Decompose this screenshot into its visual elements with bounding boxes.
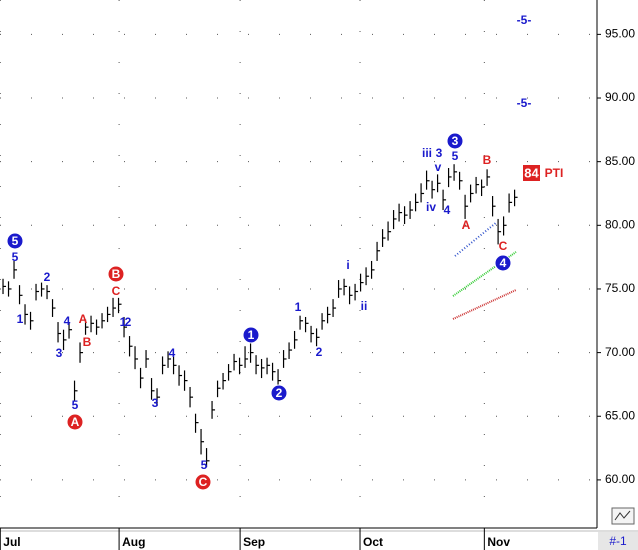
wave-badge-label: 2 [276, 386, 283, 400]
wave-label: 3 [152, 396, 159, 410]
y-tick-label: 90.00 [605, 90, 635, 104]
wave-label: -5- [517, 96, 532, 110]
wave-label: A [79, 312, 88, 326]
wave-badge-label: B [112, 267, 121, 281]
wave-label: C [112, 284, 121, 298]
blue-channel-line [454, 221, 498, 257]
wave-label: i [346, 258, 349, 272]
y-tick-label: 95.00 [605, 27, 635, 41]
x-tick-label: Nov [487, 535, 510, 549]
wave-label: 4 [64, 314, 71, 328]
wave-label: 2 [44, 270, 51, 284]
wave-badge [494, 254, 512, 272]
wave-badge [194, 473, 212, 491]
wave-label: iv [426, 200, 436, 214]
wave-label: 1 [17, 312, 24, 326]
wave-label: C [499, 239, 508, 253]
wave-label: ii [361, 299, 368, 313]
wave-label: 5 [201, 458, 208, 472]
wave-label: 1 [120, 315, 127, 329]
wave-label: B [483, 153, 492, 167]
wave-label: 4 [444, 203, 451, 217]
y-tick-label: 70.00 [605, 345, 635, 359]
pti-badge [523, 165, 540, 181]
wave-badge [107, 265, 125, 283]
wave-label: 2 [316, 345, 323, 359]
wave-label: B [83, 335, 92, 349]
wave-badge [66, 413, 84, 431]
wave-label: 1 [295, 300, 302, 314]
wave-badge-label: A [71, 415, 80, 429]
wave-label: 3 [436, 146, 443, 160]
red-channel-line [452, 289, 517, 320]
y-tick-label: 80.00 [605, 217, 635, 231]
y-tick-label: 65.00 [605, 408, 635, 422]
x-tick-label: Jul [3, 535, 20, 549]
y-tick-label: 75.00 [605, 281, 635, 295]
corner-box [598, 532, 638, 550]
wave-label: A [462, 218, 471, 232]
wave-label: 5 [72, 398, 79, 412]
wave-badge-label: 5 [12, 234, 19, 248]
wave-label: 5 [452, 149, 459, 163]
corner-label: #-1 [609, 534, 627, 548]
wave-badge [446, 132, 464, 150]
wave-badge [242, 326, 260, 344]
wave-label: v [435, 160, 442, 174]
icon-glyph [614, 510, 631, 521]
y-tick-label: 60.00 [605, 472, 635, 486]
y-tick-label: 85.00 [605, 154, 635, 168]
x-tick-label: Aug [122, 535, 145, 549]
wave-label: -5- [517, 13, 532, 27]
wave-label: PTI [545, 166, 564, 180]
wave-label: 2 [125, 315, 132, 329]
wave-label: 5 [12, 250, 19, 264]
pti-value: 84 [524, 165, 539, 180]
wave-badge-label: 4 [500, 256, 507, 270]
wave-badge [270, 384, 288, 402]
wave-label: 3 [56, 346, 63, 360]
wave-badge-label: C [199, 475, 208, 489]
x-tick-label: Sep [243, 535, 265, 549]
wave-badge-label: 3 [452, 134, 459, 148]
wave-label: iii [422, 146, 432, 160]
wave-badge [6, 232, 24, 250]
x-tick-label: Oct [363, 535, 383, 549]
wave-label: 4 [169, 346, 176, 360]
wave-badge-label: 1 [248, 328, 255, 342]
corner-icon [611, 507, 635, 525]
